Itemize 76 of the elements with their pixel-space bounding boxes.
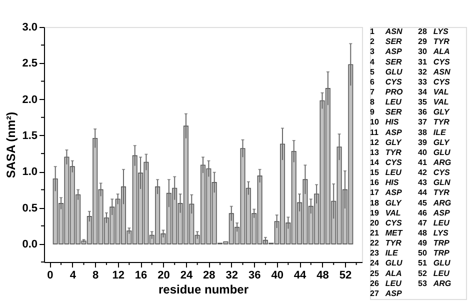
text: 35 VAL xyxy=(418,98,449,107)
text: 8 LEU xyxy=(370,98,402,107)
text: 45 ARG xyxy=(418,198,452,208)
text: 36 GLY xyxy=(418,108,450,117)
text: 14 CYS xyxy=(370,158,402,167)
text: 18 GLY xyxy=(370,198,402,208)
text: 16 HIS xyxy=(370,178,399,188)
text: 10 HIS xyxy=(370,118,399,127)
text: 47 LEU xyxy=(418,218,450,228)
x-tick-label: 32 xyxy=(226,270,238,282)
text: 50 TRP xyxy=(418,248,450,258)
y-tick-label: 2.5 xyxy=(22,58,38,70)
text: 51 GLU xyxy=(418,258,450,268)
text: 2 SER xyxy=(370,37,402,46)
x-axis-title: residue number xyxy=(158,282,249,296)
text: 4 SER xyxy=(370,57,402,66)
text: 40 GLU xyxy=(418,148,450,157)
x-tick-label: 36 xyxy=(248,270,261,282)
text: 41 ARG xyxy=(418,158,452,167)
text: 31 CYS xyxy=(418,57,450,66)
x-tick-label: 16 xyxy=(134,270,148,282)
text: 42 CYS xyxy=(418,168,450,178)
x-tick-label: 44 xyxy=(294,270,308,282)
text: 46 ASP xyxy=(418,208,450,218)
text: 49 TRP xyxy=(418,238,450,248)
text: 15 LEU xyxy=(370,168,402,178)
y-tick-label: 3.0 xyxy=(22,22,38,34)
x-tick-label: 48 xyxy=(316,270,329,282)
text: 7 PRO xyxy=(370,87,403,96)
text: 23 ILE xyxy=(370,248,398,258)
text: 53 ARG xyxy=(418,278,452,288)
text: 6 CYS xyxy=(370,77,402,86)
text: 38 ILE xyxy=(418,128,446,137)
text: 25 ALA xyxy=(370,268,402,278)
text: 34 VAL xyxy=(418,87,449,96)
text: 30 ALA xyxy=(418,47,450,56)
y-tick-label: 2.0 xyxy=(22,94,38,106)
text: 26 LEU xyxy=(370,278,402,288)
text: 5 GLU xyxy=(370,67,402,76)
x-tick-label: 24 xyxy=(180,270,194,282)
text: 3 ASP xyxy=(370,47,402,56)
text: 33 CYS xyxy=(418,77,450,86)
text: 44 TYR xyxy=(418,188,450,198)
text: 19 VAL xyxy=(370,208,401,218)
x-tick-label: 28 xyxy=(203,270,216,282)
text: 52 LEU xyxy=(418,268,450,278)
y-tick-label: 1.5 xyxy=(22,130,38,142)
text: 1 ASN xyxy=(370,27,402,36)
text: 22 TYR xyxy=(370,238,402,248)
text: 37 TYR xyxy=(418,118,450,127)
text: 11 ASP xyxy=(370,128,402,137)
text: 20 CYS xyxy=(370,218,402,228)
y-tick-label: 0.5 xyxy=(22,202,38,214)
y-tick-label: 1.0 xyxy=(22,166,38,178)
text: 43 GLN xyxy=(418,178,450,188)
x-tick-label: 20 xyxy=(158,270,170,282)
text: 32 ASN xyxy=(418,67,450,76)
x-tick-label: 52 xyxy=(339,270,352,282)
y-tick-label: 0.0 xyxy=(22,238,38,250)
text: 48 LYS xyxy=(418,228,448,238)
text: 24 GLU xyxy=(370,258,402,268)
text: 27 ASP xyxy=(370,288,402,298)
x-tick-label: 12 xyxy=(112,270,124,282)
text: 21 MET xyxy=(370,228,402,238)
text: 13 TYR xyxy=(370,148,402,157)
text: 29 TYR xyxy=(418,37,450,46)
y-axis-title: SASA (nm²) xyxy=(4,112,18,178)
text: 12 GLY xyxy=(370,138,402,147)
x-tick-label: 40 xyxy=(271,270,284,282)
x-tick-label: 8 xyxy=(92,270,99,282)
x-tick-label: 4 xyxy=(70,270,77,282)
x-tick-label: 0 xyxy=(47,270,54,282)
text: 39 GLY xyxy=(418,138,450,147)
text: 9 SER xyxy=(370,108,402,117)
text: 17 ASP xyxy=(370,188,402,198)
text: 28 LYS xyxy=(418,27,448,36)
